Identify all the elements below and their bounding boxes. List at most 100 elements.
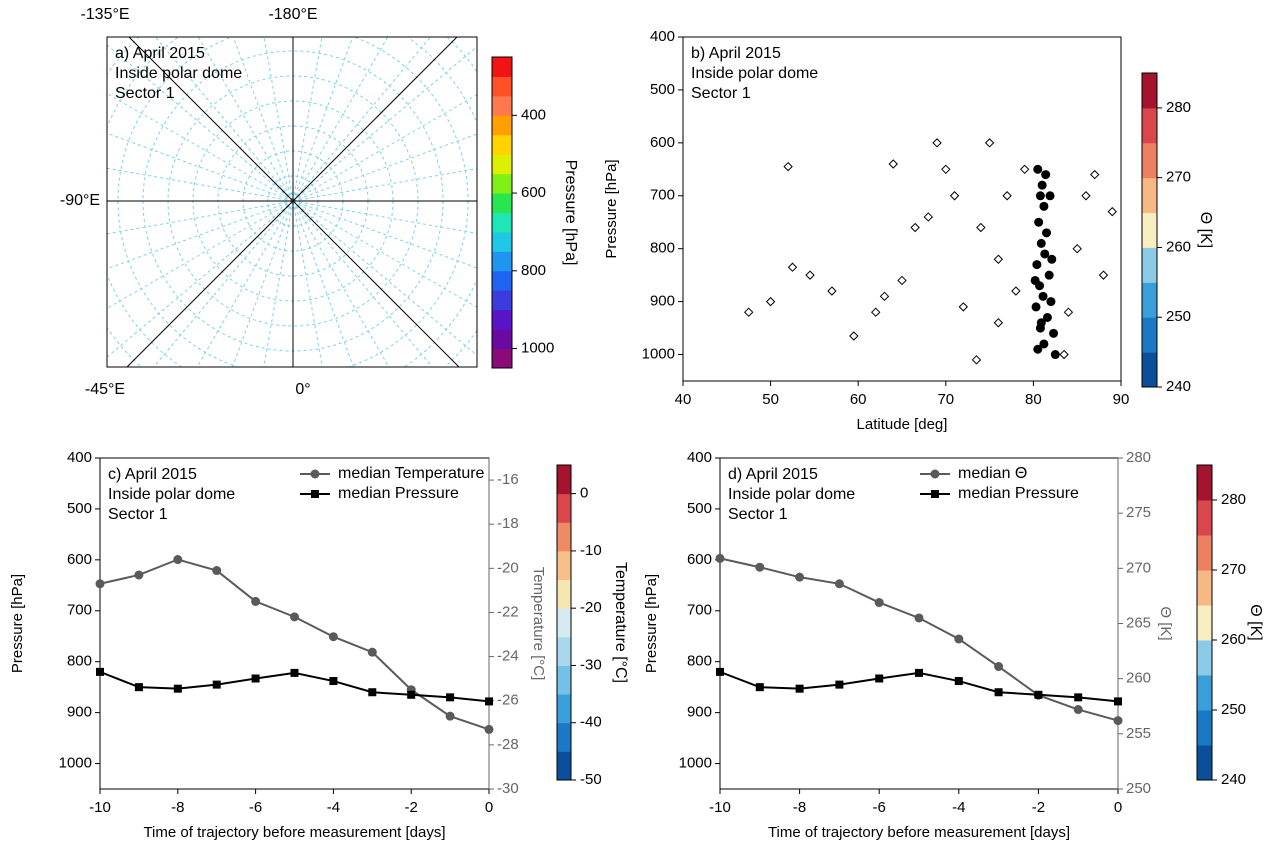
- x-tick-label: 0: [485, 799, 493, 816]
- dot-point: [1050, 350, 1060, 360]
- circle-marker: [954, 634, 964, 644]
- colorbar-bin: [492, 134, 512, 155]
- colorbar-tick-label: -30: [580, 656, 602, 673]
- colorbar-bin: [1142, 352, 1157, 388]
- diamond-point: [879, 291, 890, 302]
- circle-marker: [715, 553, 725, 563]
- diamond-point: [888, 159, 898, 169]
- square-marker: [994, 688, 1003, 697]
- y-tick-label: 800: [650, 240, 675, 257]
- colorbar-frame: [1196, 464, 1213, 781]
- legend-label: median Pressure: [958, 485, 1079, 502]
- colorbar-bin: [557, 636, 571, 666]
- meridian: [263, 37, 294, 202]
- y2-tick-label: 260: [1126, 670, 1151, 687]
- colorbar-frame: [491, 56, 513, 369]
- colorbar-bin: [1197, 535, 1212, 571]
- x-tick-label: -4: [952, 799, 965, 816]
- y2-tick-label: -20: [497, 559, 519, 576]
- circle-marker: [755, 562, 765, 572]
- map-grid: [107, 37, 477, 367]
- colorbar-bin: [492, 57, 512, 77]
- legend-marker: [930, 469, 940, 479]
- x-axis-label: Time of trajectory before measurement [d…: [143, 824, 445, 841]
- y-tick-label: 1000: [59, 755, 92, 772]
- dot-point: [1032, 260, 1042, 270]
- x-tick-label: -8: [171, 799, 184, 816]
- y-tick-label: 500: [67, 500, 92, 517]
- colorbar-tick-label: 400: [521, 106, 546, 123]
- colorbar-bin: [492, 290, 512, 311]
- diamond-point: [941, 164, 951, 175]
- series-line: [99, 558, 490, 731]
- x-tick-label: -4: [327, 799, 340, 816]
- colorbar-tick-label: 250: [1166, 308, 1191, 325]
- colorbar-tick-label: 0: [580, 485, 588, 502]
- dot-point: [1036, 238, 1046, 248]
- colorbar-label: Θ [K]: [1197, 212, 1214, 248]
- legend-label: median Pressure: [338, 485, 459, 502]
- square-marker: [134, 683, 143, 692]
- x-tick-label: -10: [709, 799, 731, 816]
- colorbar-tick-label: 240: [1166, 378, 1191, 395]
- colorbar-bin: [492, 251, 512, 272]
- x-tick-label: 80: [1025, 391, 1042, 408]
- y2-tick-label: -16: [497, 471, 519, 488]
- colorbar-bin: [1142, 247, 1157, 283]
- colorbar-tick-label: 260: [1221, 631, 1246, 648]
- dot-point: [1042, 312, 1052, 322]
- colorbar-bin: [492, 348, 512, 369]
- sector-line: [128, 37, 460, 367]
- y-tick-label: 1000: [642, 346, 675, 363]
- colorbar-bin: [492, 95, 512, 116]
- legend-marker: [310, 469, 320, 479]
- diamond-point: [1063, 307, 1074, 317]
- diamond-point: [932, 138, 942, 148]
- colorbar-tick-label: 800: [521, 262, 546, 279]
- colorbar-tick-label: 280: [1166, 99, 1191, 116]
- diamond-point: [949, 191, 960, 201]
- y-tick-label: 400: [650, 28, 675, 45]
- square-marker: [1074, 693, 1083, 702]
- square-marker: [212, 680, 221, 689]
- panel-annotation: Sector 1: [728, 506, 788, 523]
- colorbar-label: Temperature [°C]: [612, 562, 629, 683]
- circle-marker: [795, 572, 805, 582]
- x-tick-label: -2: [1032, 799, 1045, 816]
- colorbar-bin: [492, 329, 512, 350]
- square-marker: [954, 677, 963, 686]
- x-tick-label: -2: [405, 799, 418, 816]
- dot-point: [1045, 191, 1055, 201]
- colorbar-bin: [1197, 640, 1212, 676]
- colorbar-bin: [1197, 605, 1212, 641]
- colorbar-bin: [1142, 282, 1157, 318]
- y-tick-label: 600: [687, 551, 712, 568]
- x-tick-label: -10: [89, 799, 111, 816]
- x-tick-label: 90: [1113, 391, 1130, 408]
- x-tick-label: 50: [762, 391, 779, 408]
- y2-axis-label: Temperature [°C]: [530, 567, 547, 681]
- diamond-point: [827, 286, 837, 296]
- x-tick-label: 70: [937, 391, 954, 408]
- panel-annotation: Sector 1: [691, 85, 751, 102]
- square-marker: [368, 688, 377, 697]
- colorbar-label: Θ [K]: [1247, 604, 1264, 640]
- dot-point: [1033, 164, 1043, 174]
- y-tick-label: 600: [650, 134, 675, 151]
- legend-label: median Θ: [958, 465, 1027, 482]
- colorbar-bin: [1142, 107, 1157, 144]
- diamond-point: [984, 138, 995, 148]
- square-marker: [716, 667, 724, 676]
- y-axis-label: Pressure [hPa]: [9, 574, 26, 673]
- legend-marker: [931, 490, 939, 498]
- colorbar-tick-label: 240: [1221, 771, 1246, 788]
- circle-marker: [134, 570, 144, 580]
- dot-point: [1034, 217, 1044, 227]
- colorbar-bin: [557, 493, 571, 523]
- y2-tick-label: 255: [1126, 725, 1151, 742]
- y-axis-label: Pressure [hPa]: [643, 574, 660, 673]
- x-tick-label: 40: [675, 391, 692, 408]
- circle-marker: [484, 724, 494, 734]
- y-tick-label: 1000: [679, 755, 712, 772]
- colorbar-bin: [557, 694, 571, 724]
